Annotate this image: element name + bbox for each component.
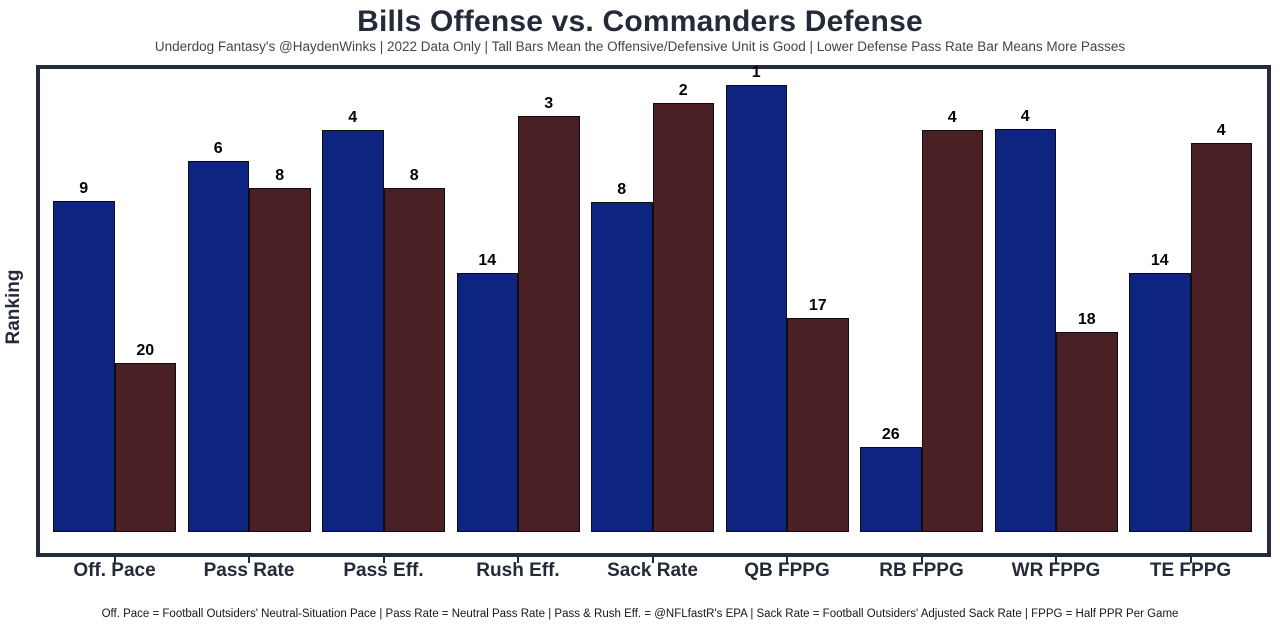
bar-value-label-bills-offense-te-fppg: 14 <box>1150 252 1169 269</box>
bar-commanders-defense-pass-eff <box>383 188 445 532</box>
bar-commanders-defense-pass-rate <box>249 188 311 532</box>
x-axis-tick <box>113 557 116 563</box>
bar-value-label-commanders-defense-rb-fppg: 4 <box>947 109 957 126</box>
bar-commanders-defense-wr-fppg <box>1056 332 1118 532</box>
bar-commanders-defense-rush-eff <box>518 116 580 532</box>
bar-commanders-defense-sack-rate <box>652 103 714 532</box>
y-axis-label: Ranking <box>3 269 24 345</box>
bar-commanders-defense-rb-fppg <box>921 130 983 532</box>
x-axis-tick <box>1189 557 1192 563</box>
x-axis-tick <box>920 557 923 563</box>
bar-value-label-commanders-defense-off-pace: 20 <box>136 342 155 359</box>
bar-value-label-commanders-defense-wr-fppg: 18 <box>1077 311 1096 328</box>
bar-value-label-bills-offense-rb-fppg: 26 <box>881 426 900 443</box>
bar-bills-offense-off-pace <box>53 201 115 532</box>
x-axis-label-pass-eff: Pass Eff. <box>343 560 424 581</box>
bar-value-label-commanders-defense-pass-rate: 8 <box>275 167 285 184</box>
bar-bills-offense-wr-fppg <box>994 129 1056 532</box>
bar-bills-offense-rb-fppg <box>860 447 922 532</box>
x-axis-tick <box>517 557 519 563</box>
bar-value-label-commanders-defense-sack-rate: 2 <box>678 82 688 99</box>
x-axis-label-rush-eff: Rush Eff. <box>476 560 560 581</box>
bar-value-label-bills-offense-pass-rate: 6 <box>213 140 223 157</box>
x-axis-tick <box>1055 557 1057 563</box>
x-axis-tick <box>651 557 654 563</box>
bar-value-label-commanders-defense-pass-eff: 8 <box>409 167 419 184</box>
plot-area: 9 20 6 8 4 8 14 3 8 2 1 17 26 4 4 18 14 4 <box>36 65 1271 557</box>
bar-value-label-commanders-defense-qb-fppg: 17 <box>808 297 827 314</box>
bar-commanders-defense-te-fppg <box>1190 143 1252 532</box>
footnote: Off. Pace = Football Outsiders' Neutral-… <box>101 608 1179 620</box>
bar-bills-offense-pass-eff <box>322 130 384 532</box>
bar-value-label-bills-offense-pass-eff: 4 <box>348 109 358 126</box>
bar-value-label-bills-offense-qb-fppg: 1 <box>751 64 761 81</box>
bar-bills-offense-pass-rate <box>187 161 249 532</box>
bar-value-label-bills-offense-wr-fppg: 4 <box>1020 108 1030 125</box>
x-axis-label-sack-rate: Sack Rate <box>607 560 698 581</box>
bar-value-label-commanders-defense-rush-eff: 3 <box>544 95 554 112</box>
bar-value-label-commanders-defense-te-fppg: 4 <box>1216 122 1226 139</box>
x-axis-tick <box>248 557 250 563</box>
x-axis-label-qb-fppg: QB FPPG <box>744 560 830 581</box>
x-axis-tick <box>786 557 788 563</box>
x-axis-label-rb-fppg: RB FPPG <box>879 560 964 581</box>
bar-value-label-bills-offense-sack-rate: 8 <box>617 181 627 198</box>
bar-commanders-defense-off-pace <box>114 363 176 532</box>
bar-bills-offense-te-fppg <box>1129 273 1191 532</box>
x-axis-label-off-pace: Off. Pace <box>73 560 156 581</box>
bar-bills-offense-rush-eff <box>456 273 518 532</box>
bar-bills-offense-sack-rate <box>591 202 653 532</box>
chart-subtitle: Underdog Fantasy's @HaydenWinks | 2022 D… <box>154 39 1126 54</box>
x-axis-label-pass-rate: Pass Rate <box>203 560 295 581</box>
x-axis-label-te-fppg: TE FPPG <box>1149 560 1232 581</box>
bar-value-label-bills-offense-rush-eff: 14 <box>478 252 497 269</box>
x-axis-label-wr-fppg: WR FPPG <box>1011 560 1101 581</box>
bar-bills-offense-qb-fppg <box>725 85 787 532</box>
x-axis-tick <box>382 557 385 563</box>
bar-value-label-bills-offense-off-pace: 9 <box>79 180 89 197</box>
bar-commanders-defense-qb-fppg <box>787 318 849 532</box>
chart-title: Bills Offense vs. Commanders Defense <box>357 5 923 38</box>
